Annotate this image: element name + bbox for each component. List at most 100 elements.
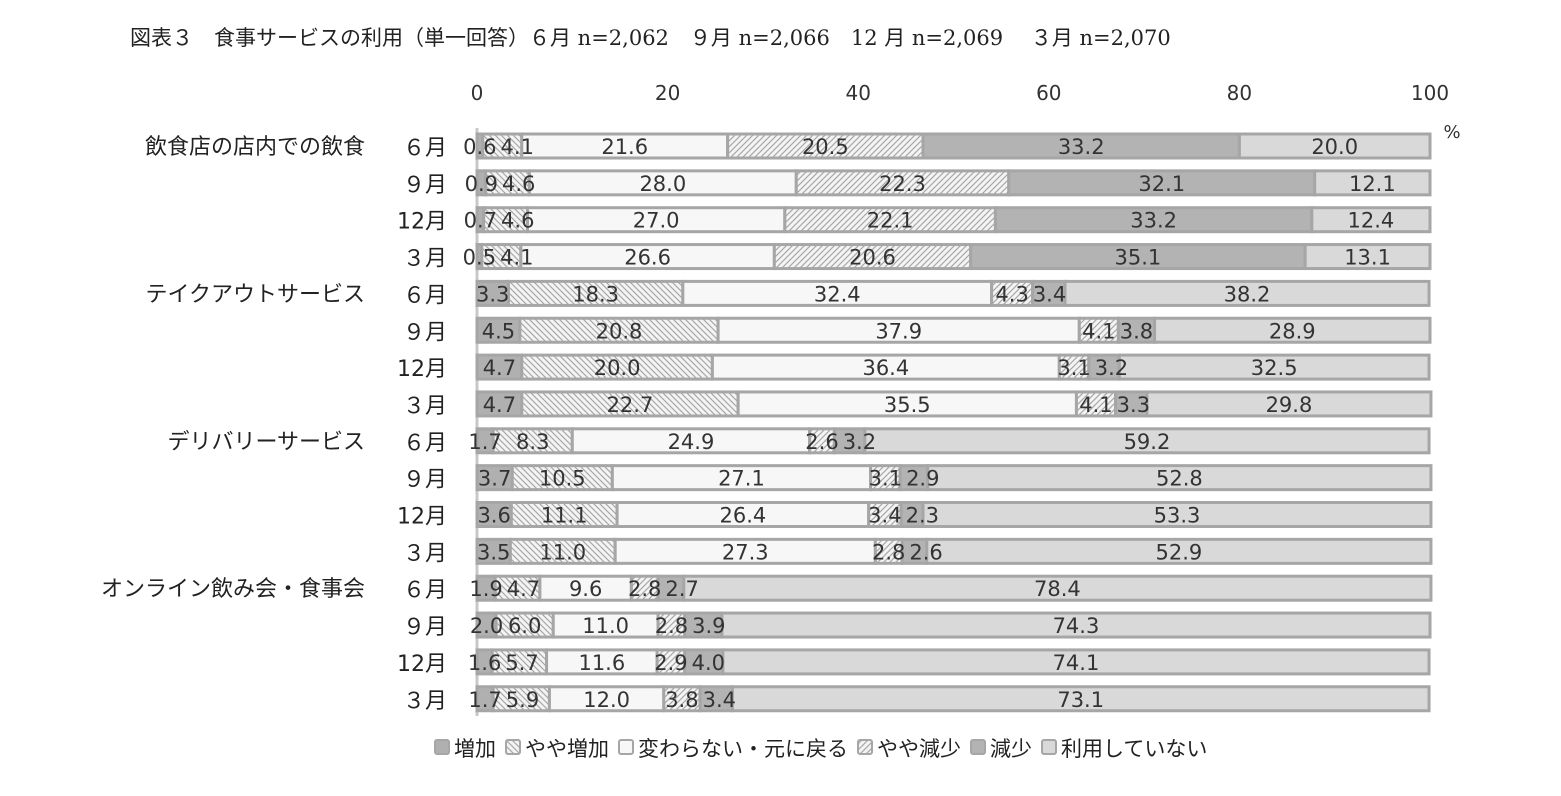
bar-segment <box>538 574 633 602</box>
bar-segment <box>518 316 720 344</box>
bar-segment <box>832 427 867 455</box>
data-label: 33.2 <box>1130 209 1177 233</box>
bar-segment <box>527 169 798 197</box>
bar-segment <box>526 206 787 234</box>
bar-segment <box>1313 169 1432 197</box>
data-label: 20.6 <box>849 246 896 270</box>
data-label: 12.0 <box>583 688 630 712</box>
data-label: 3.7 <box>478 467 511 491</box>
data-label: 3.3 <box>476 282 509 306</box>
data-label: 20.8 <box>596 319 643 343</box>
bar-segment <box>508 537 617 565</box>
data-label: 0.9 <box>465 172 498 196</box>
bar-segment <box>921 132 1241 160</box>
bar-segment <box>867 501 903 528</box>
bar-segment <box>783 206 997 234</box>
bar-segment <box>520 353 714 381</box>
data-label: 2.3 <box>906 504 939 528</box>
bar-segment <box>1145 390 1433 418</box>
data-label: 0.6 <box>463 135 496 159</box>
unit-label: % <box>1443 122 1460 143</box>
data-label: 4.7 <box>483 356 516 380</box>
data-label: 3.8 <box>1120 319 1153 343</box>
data-label: 4.6 <box>501 209 534 233</box>
data-label: 2.8 <box>872 540 905 564</box>
month-label: 12月 <box>397 357 447 382</box>
bar-segment <box>493 574 542 602</box>
month-label: ６月 <box>403 136 447 161</box>
data-label: 0.7 <box>464 209 497 233</box>
data-label: 4.1 <box>1079 393 1112 417</box>
data-label: 2.7 <box>665 577 698 601</box>
month-label: ６月 <box>403 431 447 456</box>
legend-label: 変わらない・元に戻る <box>638 737 848 761</box>
data-label: 11.6 <box>578 651 625 675</box>
bar-segment <box>1310 206 1432 234</box>
month-label: ３月 <box>403 689 447 714</box>
bar-segment <box>1153 316 1432 344</box>
bar-segment <box>863 427 1431 455</box>
month-label: 12月 <box>397 652 447 677</box>
data-label: 18.3 <box>572 282 619 306</box>
bar-segment <box>1237 132 1432 160</box>
bar-segment <box>730 685 1431 713</box>
legend-label: 利用していない <box>1061 737 1207 761</box>
bar-segment <box>926 464 1433 492</box>
data-label: 4.7 <box>483 393 516 417</box>
bar-segment <box>1303 243 1432 271</box>
data-label: 22.1 <box>867 209 914 233</box>
data-label: 10.5 <box>539 467 586 491</box>
data-label: 22.3 <box>879 172 926 196</box>
bar-segment <box>900 537 929 565</box>
data-label: 0.5 <box>463 246 496 270</box>
data-label: 3.5 <box>477 540 510 564</box>
legend-swatch <box>970 739 986 755</box>
bar-segment <box>506 279 685 307</box>
data-label: 11.0 <box>539 540 586 564</box>
bar-segment <box>551 611 660 639</box>
bar-segment <box>509 501 619 528</box>
bar-segment <box>681 279 994 307</box>
data-label: 3.4 <box>868 504 901 528</box>
bar-segment <box>710 353 1061 381</box>
data-label: 12.1 <box>1349 172 1396 196</box>
legend-label: やや減少 <box>877 737 961 761</box>
data-label: 5.7 <box>505 651 538 675</box>
bar-segment <box>520 390 740 418</box>
data-label: 28.0 <box>639 172 686 196</box>
month-label: ９月 <box>403 615 447 640</box>
bar-segment <box>510 464 614 492</box>
data-label: 32.4 <box>814 282 861 306</box>
month-label: ３月 <box>403 394 447 419</box>
group-label: 飲食店の店内での飲食 <box>145 135 365 160</box>
bar-segment <box>482 206 530 234</box>
month-label: ９月 <box>403 320 447 345</box>
month-label: ６月 <box>403 283 447 308</box>
data-label: 11.0 <box>582 614 629 638</box>
month-label: 12月 <box>397 210 447 235</box>
legend-swatch <box>1041 739 1057 755</box>
group-label: テイクアウトサービス <box>145 282 365 307</box>
data-label: 3.2 <box>1095 356 1128 380</box>
data-label: 3.3 <box>1117 393 1150 417</box>
data-label: 3.4 <box>703 688 736 712</box>
data-label: 4.6 <box>502 172 535 196</box>
month-label: ９月 <box>403 173 447 198</box>
month-label: ６月 <box>403 578 447 603</box>
data-label: 28.9 <box>1269 319 1316 343</box>
data-label: 36.4 <box>862 356 909 380</box>
data-label: 53.3 <box>1154 504 1201 528</box>
bar-segment <box>491 427 574 455</box>
x-tick-label: 80 <box>1227 81 1252 105</box>
bar-segment <box>519 243 776 271</box>
x-tick-label: 40 <box>845 81 870 105</box>
data-label: 12.4 <box>1348 209 1395 233</box>
data-label: 27.3 <box>722 540 769 564</box>
data-label: 4.1 <box>500 246 533 270</box>
bar-segment <box>475 353 524 381</box>
bar-segment <box>921 501 1433 528</box>
bar-segment <box>683 648 725 676</box>
data-label: 3.1 <box>1057 356 1090 380</box>
data-label: 5.9 <box>506 688 539 712</box>
group-label: オンライン飲み会・食事会 <box>101 577 365 602</box>
